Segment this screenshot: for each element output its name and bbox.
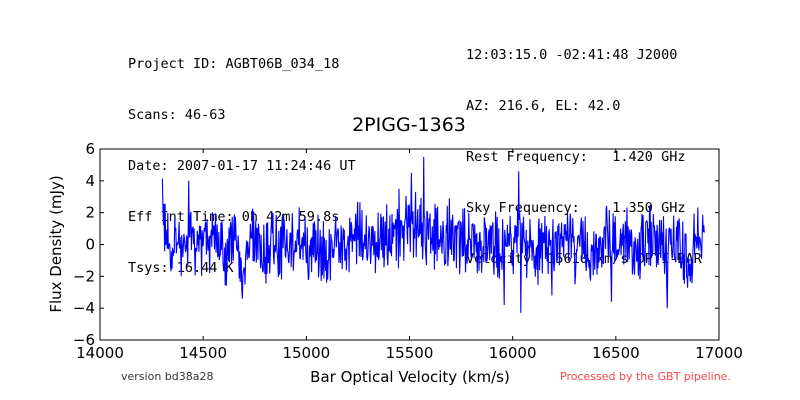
version-text: version bd38a28 <box>121 370 214 383</box>
y-tick-label: −6 <box>73 331 95 349</box>
x-tick-label: 15500 <box>386 344 434 362</box>
scans-text: Scans: 46-63 <box>128 107 226 123</box>
y-tick-label: 2 <box>85 204 95 222</box>
rest-frequency-text: Rest Frequency: 1.420 GHz <box>466 149 686 165</box>
date-text: Date: 2007-01-17 11:24:46 UT <box>128 158 356 174</box>
spectrum-line <box>161 156 705 313</box>
observation-info-right: 12:03:15.0 -02:41:48 J2000 AZ: 216.6, EL… <box>466 13 702 285</box>
y-tick-label: 0 <box>85 236 95 254</box>
y-tick-label: 4 <box>85 172 95 190</box>
x-tick-label: 16000 <box>489 344 537 362</box>
x-tick-label: 14500 <box>179 344 227 362</box>
x-tick-label: 14000 <box>76 344 124 362</box>
x-tick-label: 17000 <box>695 344 743 362</box>
chart-title: 2PIGG-1363 <box>352 114 466 136</box>
pipeline-credit-text: Processed by the GBT pipeline. <box>560 370 731 383</box>
x-axis-label: Bar Optical Velocity (km/s) <box>310 368 510 386</box>
x-tick-label: 16500 <box>592 344 640 362</box>
y-tick-label: −4 <box>73 299 95 317</box>
coordinates-text: 12:03:15.0 -02:41:48 J2000 <box>466 47 678 63</box>
y-tick-label: 6 <box>85 140 95 158</box>
project-id-text: Project ID: AGBT06B_034_18 <box>128 56 340 72</box>
y-axis-label: Flux Density (mJy) <box>47 175 65 312</box>
tsys-text: Tsys: 16.44 K <box>128 260 234 276</box>
az-el-text: AZ: 216.6, EL: 42.0 <box>466 98 621 114</box>
x-tick-label: 15000 <box>282 344 330 362</box>
y-tick-label: −2 <box>73 267 95 285</box>
